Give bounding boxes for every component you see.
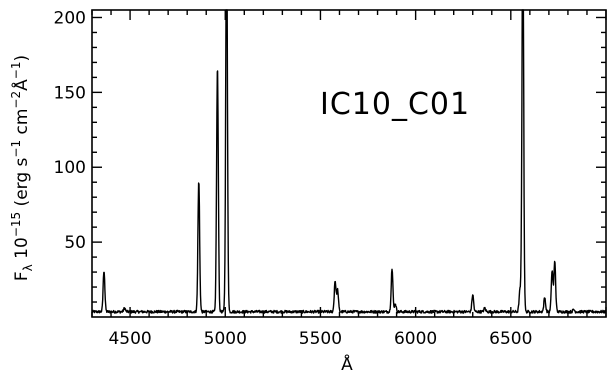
spectrum-line (91, 9, 607, 314)
plot-frame (91, 9, 607, 318)
object-label: IC10_C01 (320, 87, 470, 122)
y-tick-label: 100 (54, 158, 86, 178)
y-axis-label: Fλ 10−15 (erg s−1 cm−2Å−1) (9, 55, 35, 281)
x-tick-label: 6500 (489, 329, 532, 349)
y-tick-label: 50 (64, 233, 86, 253)
y-tick-label: 150 (54, 83, 86, 103)
axis-ticks (91, 10, 607, 317)
x-tick-label: 5000 (204, 329, 247, 349)
x-axis-label: Å (341, 353, 353, 374)
x-tick-label: 4500 (108, 329, 151, 349)
y-axis-label-text: Fλ 10−15 (erg s−1 cm−2Å−1) (9, 55, 35, 281)
x-tick-label: 5500 (299, 329, 342, 349)
tick-labels: 4500 5000 5500 6000 6500 50 100 150 200 (54, 8, 533, 349)
x-tick-label: 6000 (394, 329, 437, 349)
y-tick-label: 200 (54, 8, 86, 28)
